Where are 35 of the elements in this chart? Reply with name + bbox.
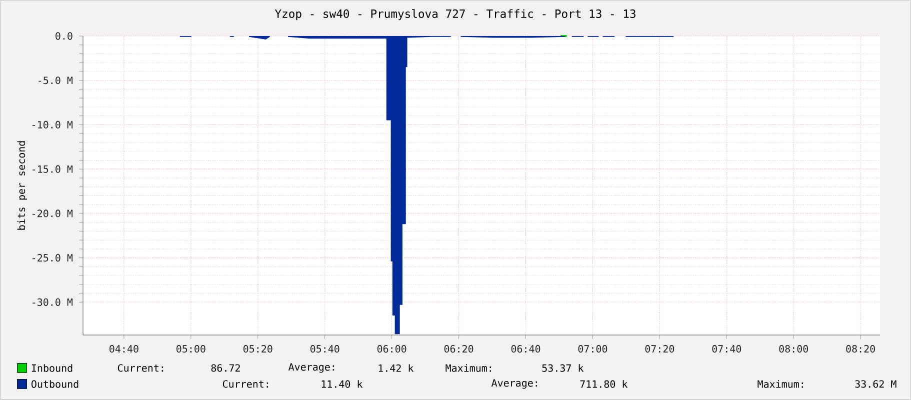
text: 33.62 M [855, 380, 896, 388]
y-tick-label: -5.0 M [38, 76, 73, 84]
text: 711.80 k [580, 380, 628, 388]
text: 53.37 k [542, 364, 584, 372]
x-tick-label: 07:00 [578, 345, 608, 353]
x-tick-label: 05:00 [176, 345, 206, 353]
text: Average: [288, 363, 334, 373]
x-tick-label: 04:40 [110, 345, 138, 353]
text: 1.42 k [378, 364, 414, 372]
text: Maximum: [446, 364, 492, 372]
text: Current: [222, 380, 268, 388]
text: 11.40 k [322, 380, 363, 388]
text: Average: [491, 379, 538, 389]
x-tick-label: 07:20 [645, 345, 674, 353]
chart-title: Yzop - sw40 - Prumyslova 727 - Traffic - Port 13 - 13 [274, 9, 636, 20]
text: Maximum: [758, 380, 804, 388]
x-tick-label: 08:00 [779, 345, 808, 353]
y-tick-label: -10.0 M [32, 120, 73, 128]
y-tick-label: -25.0 M [32, 254, 73, 262]
text: Current: [118, 364, 164, 372]
y-tick-label: -30.0 M [32, 298, 73, 306]
legend-label: Inbound [32, 364, 72, 372]
x-tick-label: 06:00 [377, 345, 406, 353]
x-tick-label: 07:40 [712, 345, 742, 353]
y-tick-label: -15.0 M [32, 165, 73, 173]
legend-label: Outbound [32, 380, 78, 388]
y-tick-label: 0.0 [56, 32, 72, 40]
x-tick-label: 06:20 [444, 345, 474, 353]
x-tick-label: 06:40 [511, 345, 540, 353]
y-axis-title: bits per second [17, 141, 27, 230]
text: 86.72 [211, 364, 240, 372]
x-tick-label: 05:20 [243, 345, 272, 353]
x-tick-label: 05:40 [310, 345, 340, 353]
x-tick-label: 08:20 [846, 345, 875, 353]
y-tick-label: -20.0 M [32, 210, 73, 218]
